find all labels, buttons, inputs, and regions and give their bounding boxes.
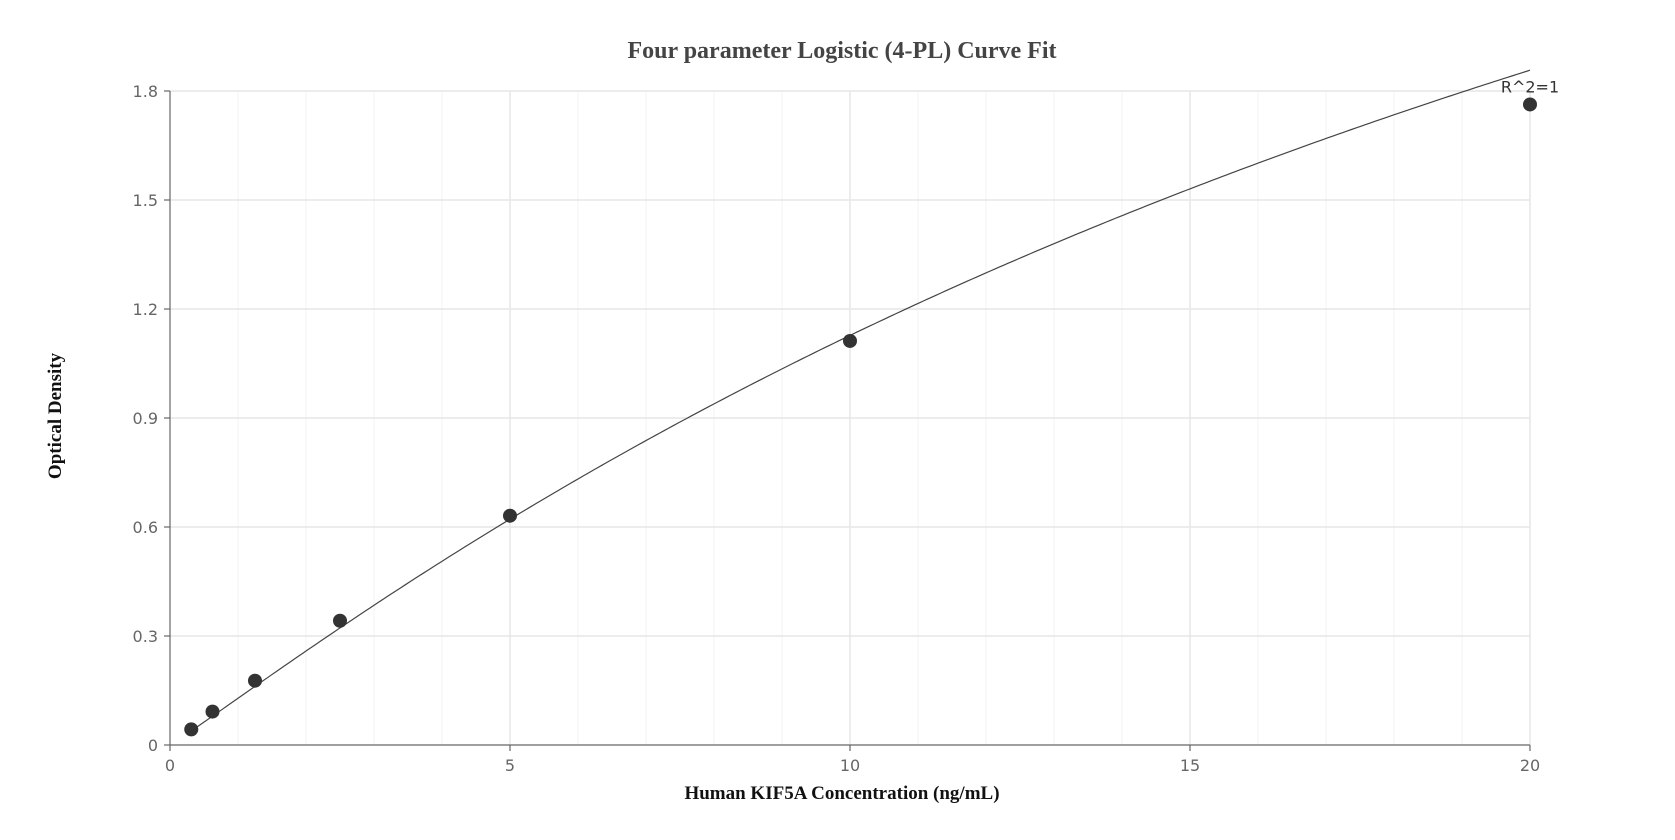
y-tick-label: 0.9 (133, 409, 158, 428)
r-squared-annotation: R^2=1 (1501, 77, 1559, 96)
chart-title: Four parameter Logistic (4-PL) Curve Fit (627, 38, 1056, 64)
data-point (333, 613, 347, 628)
y-tick-label: 1.8 (133, 82, 158, 101)
x-tick-label: 20 (1520, 756, 1540, 775)
fit-curve-line (190, 69, 1531, 732)
data-points (184, 97, 1537, 737)
y-axis-ticks: 0 0.3 0.6 0.9 1.2 1.5 1.8 (133, 82, 170, 755)
x-axis-ticks: 0 5 10 15 20 (165, 745, 1540, 775)
data-point (1523, 97, 1537, 112)
y-axis-title: Optical Density (45, 352, 66, 479)
data-point (248, 673, 262, 688)
x-tick-label: 10 (840, 756, 860, 775)
y-tick-label: 1.5 (133, 191, 158, 210)
y-tick-label: 1.2 (133, 300, 158, 319)
data-point (205, 704, 220, 719)
y-tick-label: 0.3 (133, 627, 158, 646)
x-tick-label: 15 (1180, 756, 1200, 775)
x-axis-title: Human KIF5A Concentration (ng/mL) (684, 783, 999, 804)
data-point (503, 508, 517, 523)
y-tick-label: 0 (148, 736, 158, 755)
fit-curve-layer (190, 69, 1531, 732)
data-point (184, 722, 199, 737)
x-tick-label: 0 (165, 756, 175, 775)
major-grid (170, 90, 1531, 745)
data-point (843, 333, 857, 348)
y-tick-label: 0.6 (133, 518, 158, 537)
x-tick-label: 5 (505, 756, 515, 775)
